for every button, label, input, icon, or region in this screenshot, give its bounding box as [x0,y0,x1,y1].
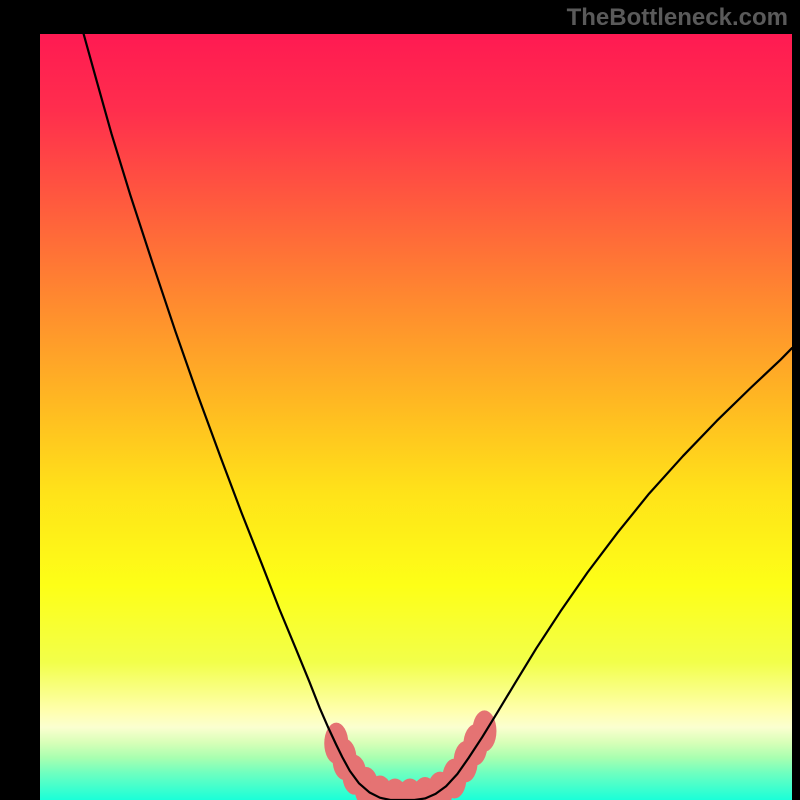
plot-area [40,34,792,800]
watermark-text: TheBottleneck.com [567,4,788,32]
curve-overlay [40,34,792,800]
chart-frame: TheBottleneck.com [0,0,800,800]
bottleneck-curve [84,34,792,800]
